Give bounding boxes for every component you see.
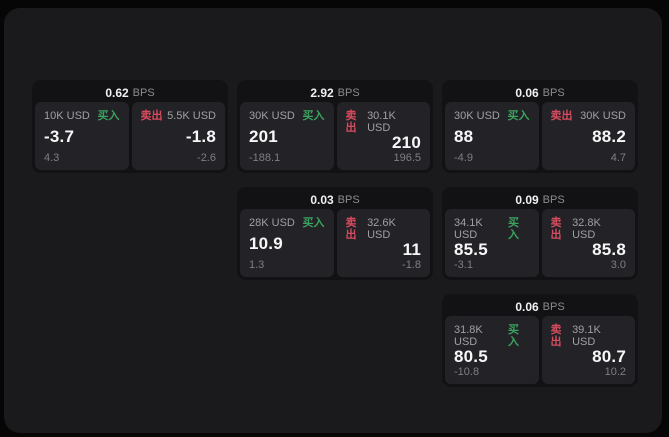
bps-value: 0.06 [515,85,539,100]
quote-card: 0.03 BPS 28K USD 买入 10.9 1.3 卖出 32.6K US… [237,187,433,280]
sell-sub-value: 10.2 [604,366,626,378]
buy-amount: 30K USD [249,110,295,122]
bps-unit-label: BPS [542,300,565,313]
sell-price: -1.8 [185,127,216,146]
buy-sub-value: -188.1 [249,152,281,164]
buy-badge: 买入 [507,324,519,348]
buy-pane[interactable]: 30K USD 买入 88 -4.9 [445,102,539,170]
bps-value: 0.09 [515,192,539,207]
sell-sub-value: -1.8 [402,259,421,271]
bps-unit-label: BPS [337,86,360,99]
sell-price: 11 [402,240,421,259]
card-header: 0.03 BPS [240,190,430,209]
buy-sub-value: -4.9 [454,152,473,164]
quote-card: 0.09 BPS 34.1K USD 买入 85.5 -3.1 卖出 32.8K… [442,187,638,280]
buy-sub-value: -3.1 [454,259,473,271]
bps-unit-label: BPS [337,193,360,206]
sell-sub-value: 3.0 [610,259,626,271]
sell-badge: 卖出 [345,217,357,241]
card-header: 2.92 BPS [240,83,430,102]
bps-unit-label: BPS [542,193,565,206]
sell-amount: 32.6K USD [367,217,396,241]
buy-price: 80.5 [454,347,488,366]
buy-badge: 买入 [302,217,325,229]
sell-badge: 卖出 [140,110,163,122]
card-body: 10K USD 买入 -3.7 4.3 卖出 5.5K USD -1.8 -2.… [35,102,225,170]
card-body: 30K USD 买入 88 -4.9 卖出 30K USD 88.2 4.7 [445,102,635,170]
sell-sub-value: -2.6 [197,152,216,164]
sell-sub-value: 4.7 [610,152,626,164]
buy-pane[interactable]: 28K USD 买入 10.9 1.3 [240,209,334,277]
bps-unit-label: BPS [132,86,155,99]
sell-amount: 39.1K USD [572,324,601,348]
buy-pane[interactable]: 30K USD 买入 201 -188.1 [240,102,334,170]
quote-card: 0.62 BPS 10K USD 买入 -3.7 4.3 卖出 5.5K USD [32,80,228,173]
buy-sub-value: 1.3 [249,259,265,271]
sell-badge: 卖出 [550,217,562,241]
sell-pane[interactable]: 卖出 30K USD 88.2 4.7 [541,102,635,170]
sell-pane[interactable]: 卖出 32.8K USD 85.8 3.0 [541,209,635,277]
bps-value: 0.06 [515,299,539,314]
buy-sub-value: 4.3 [44,152,60,164]
sell-pane[interactable]: 卖出 39.1K USD 80.7 10.2 [541,316,635,384]
sell-badge: 卖出 [550,324,562,348]
bps-value: 0.62 [105,85,129,100]
card-body: 30K USD 买入 201 -188.1 卖出 30.1K USD 210 1… [240,102,430,170]
quotes-grid: 0.62 BPS 10K USD 买入 -3.7 4.3 卖出 5.5K USD [32,80,638,387]
bps-value: 2.92 [310,85,334,100]
buy-amount: 31.8K USD [454,324,483,348]
sell-amount: 30.1K USD [367,110,396,134]
buy-amount: 34.1K USD [454,217,483,241]
sell-pane[interactable]: 卖出 30.1K USD 210 196.5 [336,102,430,170]
card-header: 0.06 BPS [445,83,635,102]
buy-price: 10.9 [249,234,283,253]
buy-pane[interactable]: 10K USD 买入 -3.7 4.3 [35,102,129,170]
card-header: 0.09 BPS [445,190,635,209]
card-body: 31.8K USD 买入 80.5 -10.8 卖出 39.1K USD 80.… [445,316,635,384]
buy-amount: 30K USD [454,110,500,122]
card-header: 0.62 BPS [35,83,225,102]
buy-price: -3.7 [44,127,75,146]
buy-badge: 买入 [302,110,325,122]
buy-pane[interactable]: 34.1K USD 买入 85.5 -3.1 [445,209,539,277]
sell-badge: 卖出 [550,110,573,122]
buy-pane[interactable]: 31.8K USD 买入 80.5 -10.8 [445,316,539,384]
buy-price: 201 [249,127,278,146]
buy-badge: 买入 [507,110,530,122]
sell-price: 85.8 [592,240,626,259]
bps-unit-label: BPS [542,86,565,99]
sell-price: 80.7 [592,347,626,366]
sell-pane[interactable]: 卖出 32.6K USD 11 -1.8 [336,209,430,277]
card-body: 28K USD 买入 10.9 1.3 卖出 32.6K USD 11 -1.8 [240,209,430,277]
sell-amount: 30K USD [580,110,626,122]
bps-value: 0.03 [310,192,334,207]
sell-badge: 卖出 [345,110,357,134]
card-body: 34.1K USD 买入 85.5 -3.1 卖出 32.8K USD 85.8… [445,209,635,277]
sell-pane[interactable]: 卖出 5.5K USD -1.8 -2.6 [131,102,225,170]
buy-badge: 买入 [507,217,519,241]
buy-amount: 28K USD [249,217,295,229]
sell-sub-value: 196.5 [393,152,421,164]
buy-amount: 10K USD [44,110,90,122]
sell-price: 210 [392,133,421,152]
card-header: 0.06 BPS [445,297,635,316]
buy-price: 88 [454,127,474,146]
quote-card: 0.06 BPS 30K USD 买入 88 -4.9 卖出 30K USD [442,80,638,173]
buy-sub-value: -10.8 [454,366,480,378]
sell-amount: 32.8K USD [572,217,601,241]
sell-price: 88.2 [592,127,626,146]
buy-price: 85.5 [454,240,488,259]
quote-card: 2.92 BPS 30K USD 买入 201 -188.1 卖出 30.1K … [237,80,433,173]
sell-amount: 5.5K USD [167,110,216,122]
quote-card: 0.06 BPS 31.8K USD 买入 80.5 -10.8 卖出 39.1… [442,294,638,387]
quotes-panel: 0.62 BPS 10K USD 买入 -3.7 4.3 卖出 5.5K USD [4,8,662,433]
buy-badge: 买入 [97,110,120,122]
